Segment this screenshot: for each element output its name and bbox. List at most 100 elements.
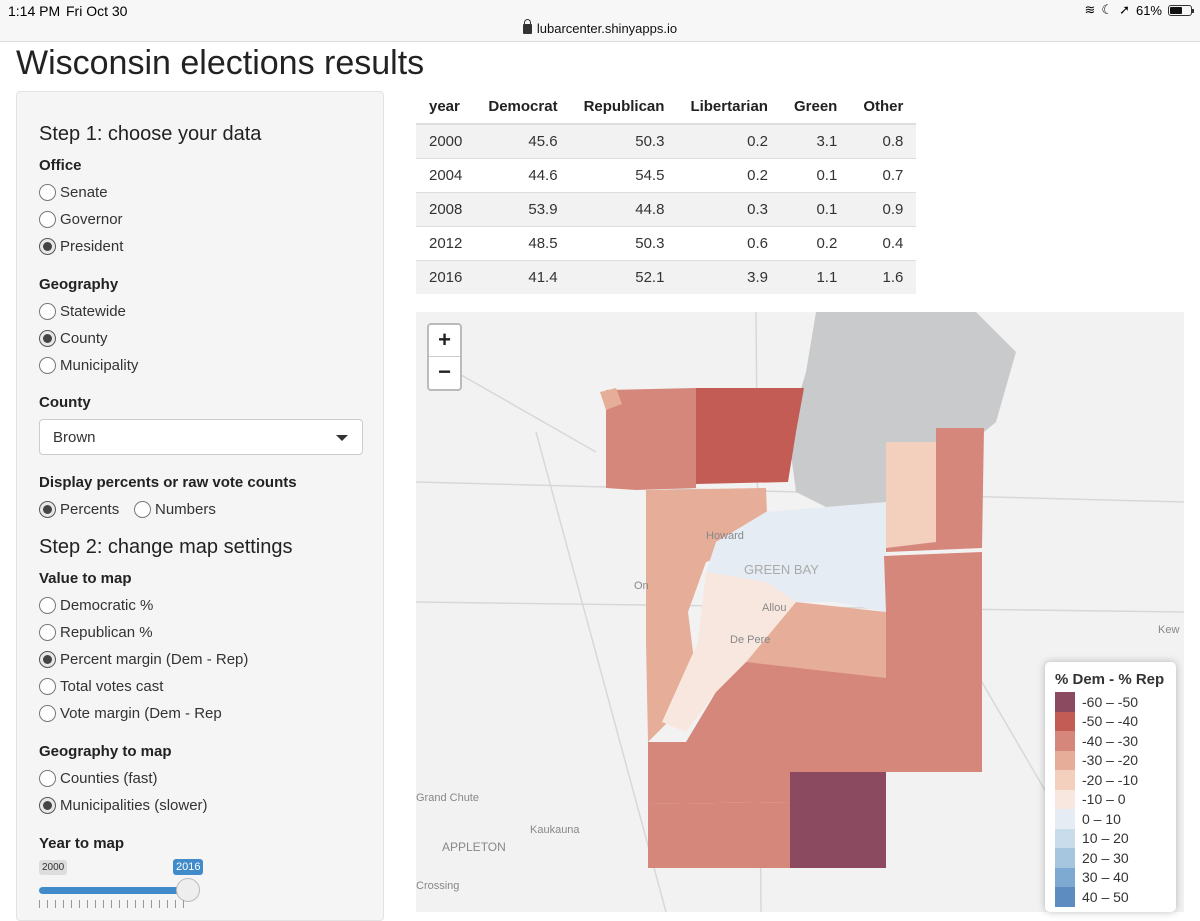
value-total-radio[interactable]: Total votes cast [39,678,163,695]
table-header-row: year Democrat Republican Libertarian Gre… [416,91,917,125]
display-percents-radio[interactable]: Percents [39,501,119,518]
cell: 0.2 [780,225,851,260]
col-democrat: Democrat [475,91,571,125]
county-label: County [39,394,91,411]
slider-min-label: 2000 [39,860,68,875]
year-slider-handle[interactable] [176,878,200,902]
col-year: year [416,91,476,125]
map-label-crossing: Crossing [416,880,460,892]
geography-county-radio[interactable]: County [39,330,108,347]
legend-swatch [1055,711,1075,731]
year-slider-track[interactable] [39,887,189,894]
office-governor-radio[interactable]: Governor [39,211,123,228]
geomap-municipalities-radio[interactable]: Municipalities (slower) [39,797,208,814]
cell: 2012 [416,225,476,260]
col-other: Other [850,91,917,125]
legend-item: 40 – 50 [1055,887,1166,907]
status-date: Fri Oct 30 [66,3,128,19]
legend-swatch [1055,867,1075,887]
year-label: Year to map [39,835,125,852]
map-label-kaukauna: Kaukauna [530,824,580,836]
table-row: 2008 53.9 44.8 0.3 0.1 0.9 [416,191,917,226]
legend-label: 40 – 50 [1082,888,1129,905]
radio-label: Statewide [60,303,126,320]
geomap-label: Geography to map [39,743,172,760]
legend-swatch [1055,828,1075,848]
value-margin-radio[interactable]: Percent margin (Dem - Rep) [39,651,248,668]
col-republican: Republican [570,91,678,125]
road [455,371,597,453]
cell: 0.1 [780,157,851,192]
legend-item: 0 – 10 [1055,809,1166,829]
geography-statewide-radio[interactable]: Statewide [39,303,126,320]
map-label-kewaunee: Kew [1158,624,1180,636]
zoom-out-button[interactable]: − [438,359,451,384]
cell: 50.3 [570,225,678,260]
legend-rows: -60 – -50 -50 – -40 -40 – -30 -30 – -20 -20 … [1055,692,1166,907]
office-label: Office [39,157,82,174]
cell: 0.1 [780,191,851,226]
legend-label: 10 – 20 [1082,830,1129,847]
map-label-appleton: APPLETON [442,840,506,854]
map-canvas[interactable]: GREEN BAY Howard Allou De Pere Grand Chu… [416,312,1184,912]
legend-item: -60 – -50 [1055,692,1166,712]
col-green: Green [780,91,851,125]
radio-label: Senate [60,184,108,201]
legend-swatch [1055,809,1075,829]
county-select[interactable]: Brown [39,419,363,455]
radio-label: Republican % [60,624,153,641]
cell: 3.9 [677,259,781,294]
map-label-grand-chute: Grand Chute [416,792,479,804]
radio-icon [39,705,56,722]
legend-swatch [1055,692,1075,712]
map-label-allouez: Allou [762,602,787,614]
county-select-value: Brown [53,429,96,446]
legend-swatch [1055,848,1075,868]
location-icon: ➚ [1119,2,1130,17]
radio-selected-icon [39,501,56,518]
results-table: year Democrat Republican Libertarian Gre… [416,91,917,294]
legend-swatch [1055,750,1075,770]
legend-item: 10 – 20 [1055,828,1166,848]
cell: 1.1 [780,259,851,294]
radio-icon [134,501,151,518]
display-numbers-radio[interactable]: Numbers [134,501,216,518]
radio-icon [39,678,56,695]
cell: 2004 [416,157,476,192]
value-vote-margin-radio[interactable]: Vote margin (Dem - Rep [39,705,222,722]
value-dem-radio[interactable]: Democratic % [39,597,153,614]
display-label: Display percents or raw vote counts [39,474,297,491]
legend-swatch [1055,731,1075,751]
geomap-counties-radio[interactable]: Counties (fast) [39,770,158,787]
radio-label: Numbers [155,501,216,518]
address-bar[interactable]: lubarcenter.shinyapps.io [0,19,1200,36]
legend-item: -10 – 0 [1055,789,1166,809]
cell: 0.6 [677,225,781,260]
region [696,388,804,484]
radio-icon [39,357,56,374]
radio-label: Municipality [60,357,139,374]
map-legend: % Dem - % Rep -60 – -50 -50 – -40 -40 – -3… [1045,662,1176,912]
radio-icon [39,597,56,614]
radio-label: Governor [60,211,123,228]
legend-item: 20 – 30 [1055,848,1166,868]
map-label-howard: Howard [706,530,744,542]
region [886,612,982,678]
road [535,431,667,912]
chevron-down-icon [336,435,348,441]
value-rep-radio[interactable]: Republican % [39,624,153,641]
sidebar-panel: Step 1: choose your data Office Senate G… [16,91,384,921]
region [606,388,696,490]
region [746,602,886,678]
office-senate-radio[interactable]: Senate [39,184,108,201]
cell: 1.6 [850,259,917,294]
geography-municipality-radio[interactable]: Municipality [39,357,138,374]
cell: 48.5 [475,225,571,260]
radio-label: Percents [60,501,120,518]
radio-selected-icon [39,238,56,255]
map-svg [416,312,1184,912]
step2-heading: Step 2: change map settings [39,536,293,558]
zoom-in-button[interactable]: + [429,325,460,357]
office-president-radio[interactable]: President [39,238,123,255]
url-text: lubarcenter.shinyapps.io [536,21,678,36]
